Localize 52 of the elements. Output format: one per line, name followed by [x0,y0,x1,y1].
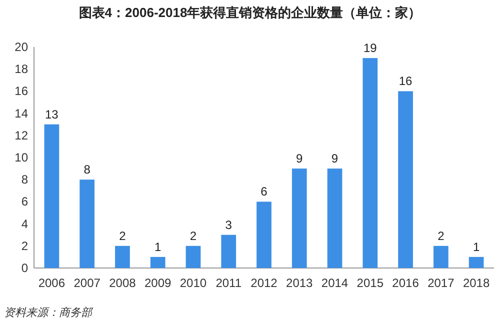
x-tick-label: 2013 [286,276,314,290]
x-tick-label: 2014 [321,276,348,290]
bar [115,246,130,268]
x-tick-label: 2017 [428,276,455,290]
data-label: 9 [331,152,338,166]
x-tick-label: 2012 [250,276,278,290]
y-tick-label: 10 [14,150,28,164]
x-tick-label: 2015 [356,276,384,290]
x-tick-label: 2018 [462,276,490,290]
bar [292,168,307,268]
data-label: 9 [296,152,304,166]
data-label: 6 [260,184,268,199]
bar [150,256,166,268]
bar [221,234,236,268]
x-tick-label: 2006 [38,276,66,290]
bar [186,246,201,268]
y-tick-label: 12 [14,128,28,142]
bar [327,168,342,268]
y-tick-label: 4 [21,216,28,231]
bar [256,202,272,268]
data-label: 8 [84,162,91,177]
data-label: 2 [119,228,126,243]
chart-title: 图表4：2006-2018年获得直销资格的企业数量（单位：家） [78,5,422,20]
y-tick-label: 18 [14,62,28,76]
y-tick-label: 6 [21,194,28,209]
data-label: 13 [45,107,59,122]
y-tick-label: 8 [21,172,28,187]
x-tick-label: 2007 [74,276,101,290]
bar [433,246,448,268]
data-label: 2 [438,228,445,243]
y-tick-label: 16 [14,84,28,98]
x-tick-label: 2008 [109,276,136,290]
text: 资料来源：商务部 [4,306,94,319]
bar [362,58,378,268]
bar [468,256,484,268]
y-tick-label: 20 [14,40,28,54]
x-tick-label: 2016 [392,276,420,290]
data-label: 3 [225,218,232,232]
bar [80,180,95,268]
data-label: 19 [363,41,378,56]
x-tick-label: 2011 [216,276,242,290]
data-label: 1 [472,240,480,254]
y-tick-label: 0 [21,261,28,275]
y-tick-label: 14 [14,106,28,120]
y-tick-label: 2 [21,238,28,253]
data-label: 16 [398,74,413,88]
bar [398,91,413,268]
bar [44,124,60,268]
x-tick-label: 2010 [180,276,207,290]
x-tick-label: 2009 [144,276,172,290]
data-label: 1 [154,240,162,254]
data-label: 2 [190,228,197,243]
